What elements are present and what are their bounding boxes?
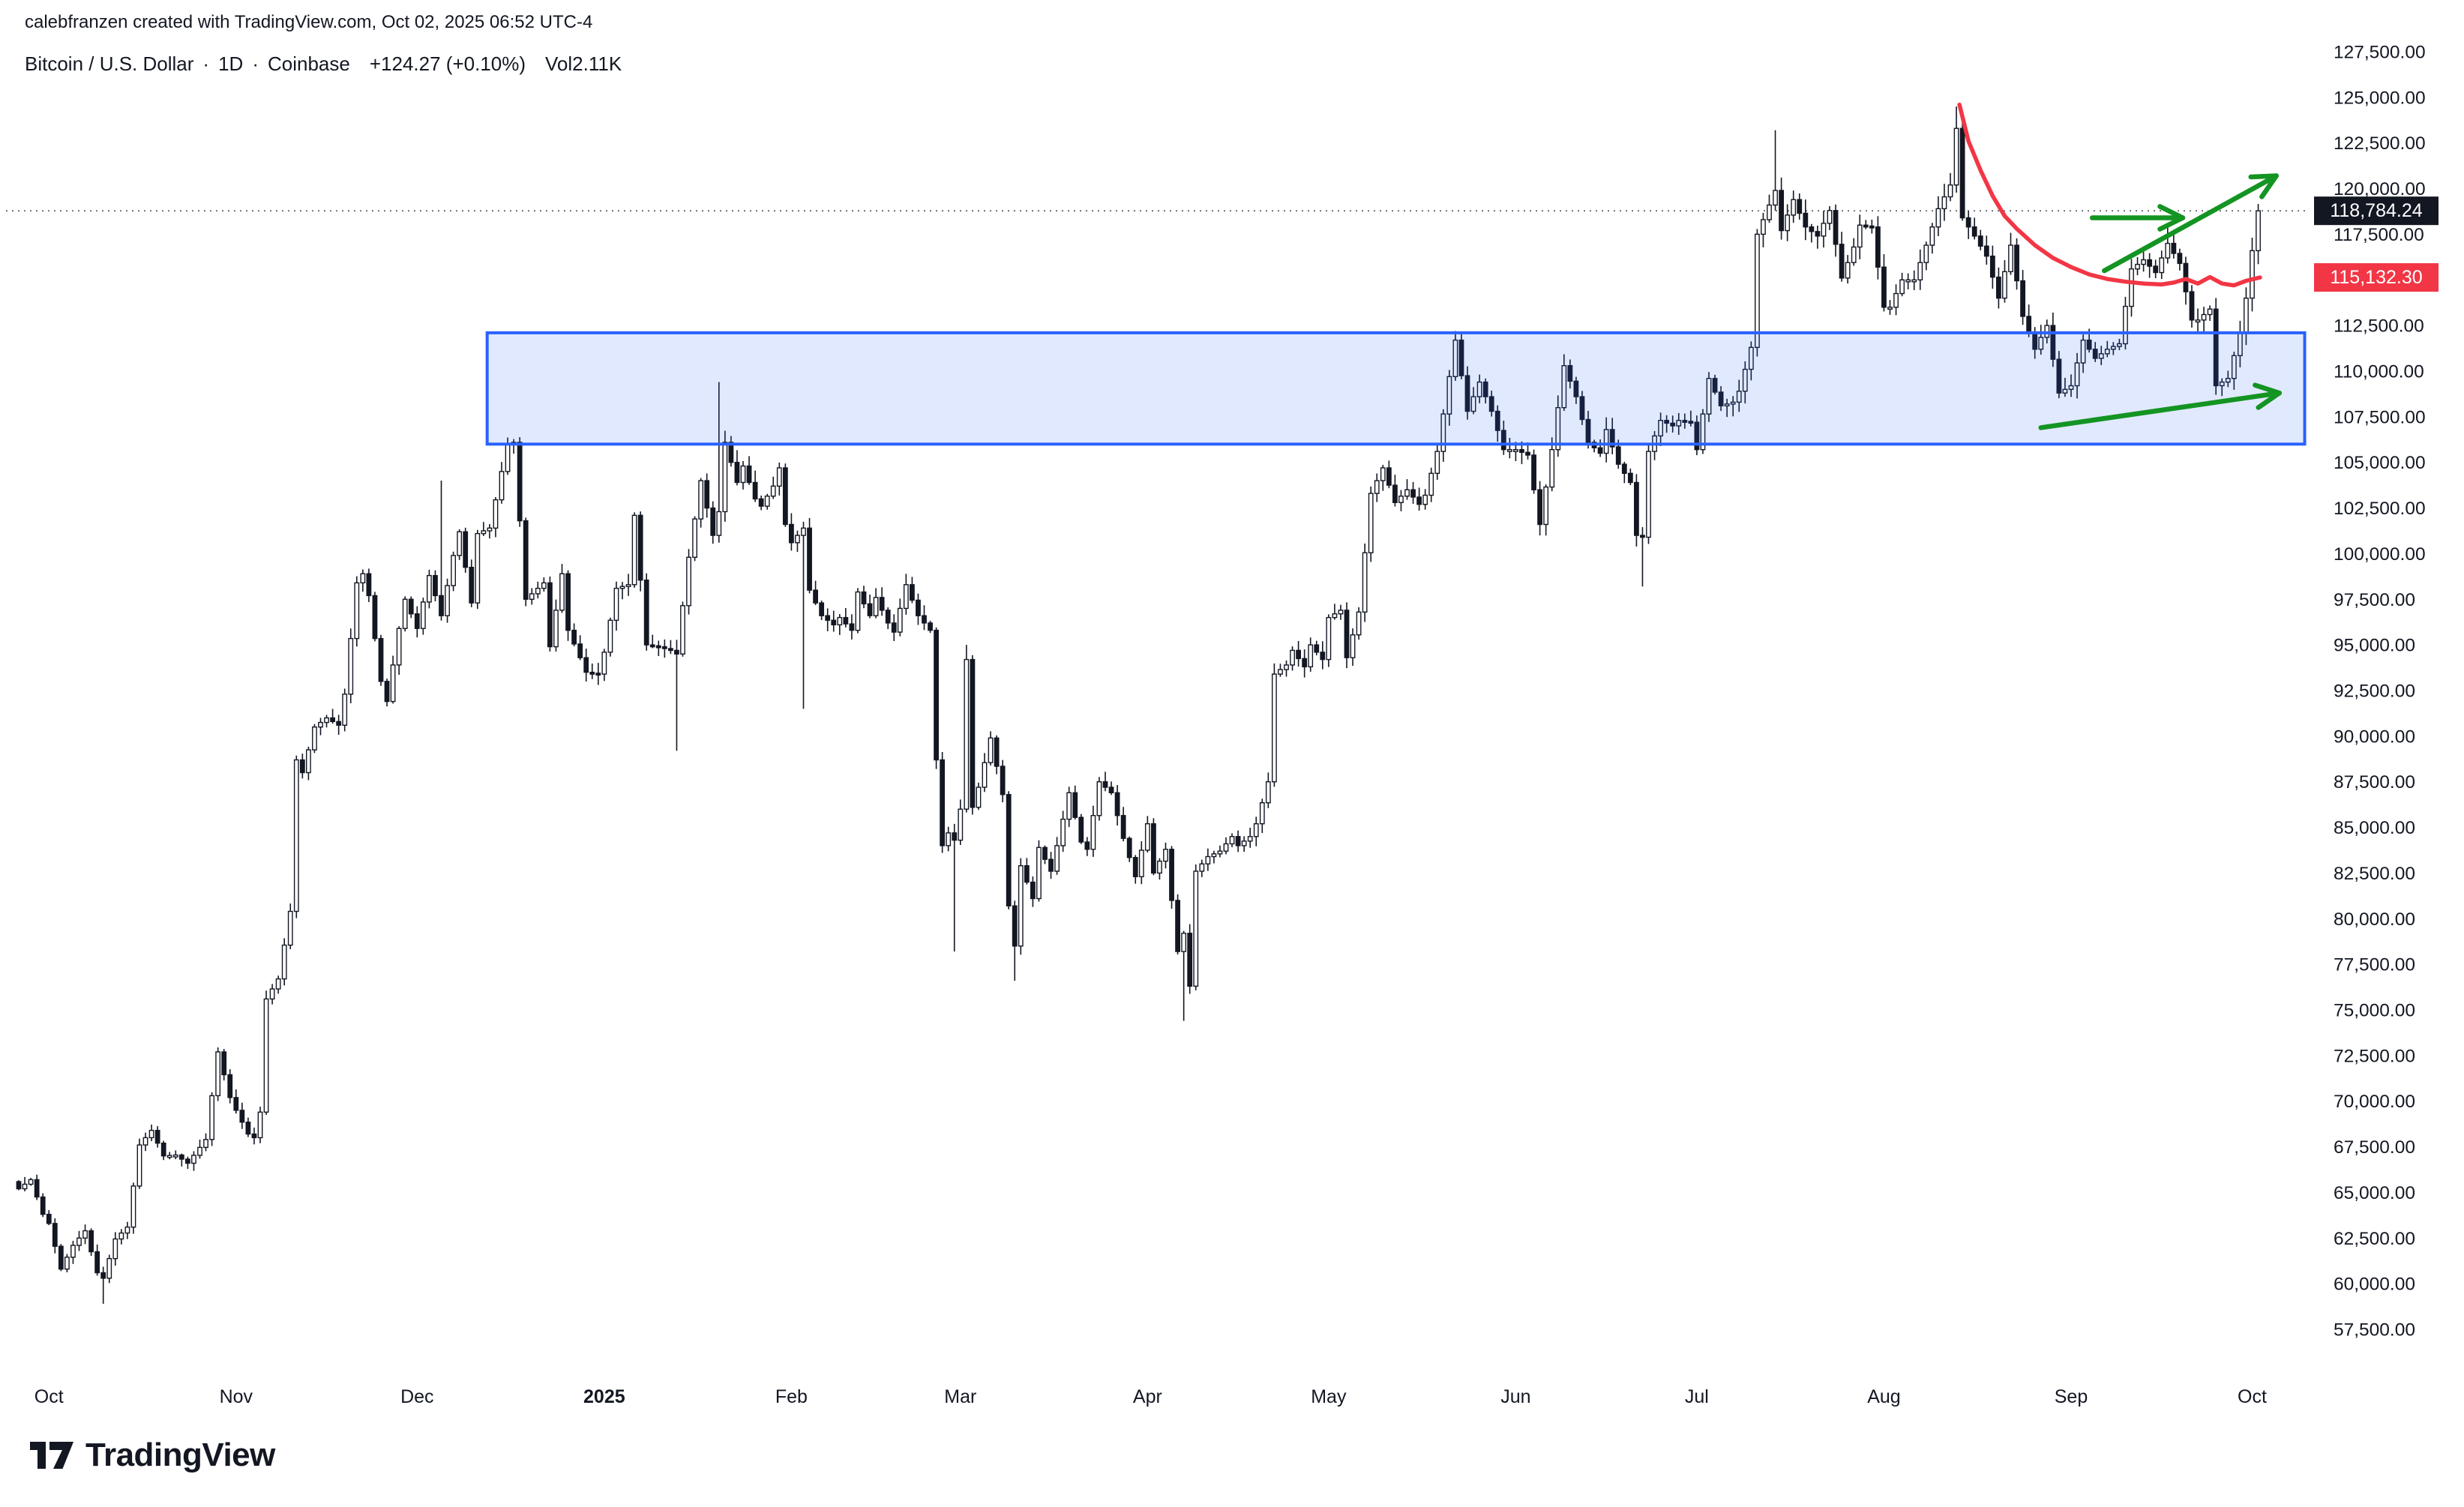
symbol-legend[interactable]: Bitcoin / U.S. Dollar · 1D · Coinbase +124.27… [25, 52, 622, 76]
volume-label: Vol [545, 52, 573, 75]
svg-text:Feb: Feb [775, 1386, 808, 1407]
svg-text:75,000.00: 75,000.00 [2334, 1001, 2415, 1021]
svg-text:87,500.00: 87,500.00 [2334, 772, 2415, 792]
svg-text:95,000.00: 95,000.00 [2334, 636, 2415, 656]
svg-text:57,500.00: 57,500.00 [2334, 1320, 2415, 1341]
svg-text:127,500.00: 127,500.00 [2334, 43, 2426, 63]
candlestick-series [16, 106, 2261, 1304]
svg-text:117,500.00: 117,500.00 [2334, 225, 2424, 245]
symbol-title[interactable]: Bitcoin / U.S. Dollar [25, 52, 194, 75]
svg-text:125,000.00: 125,000.00 [2334, 88, 2426, 108]
svg-text:97,500.00: 97,500.00 [2334, 590, 2415, 610]
svg-text:105,000.00: 105,000.00 [2334, 453, 2426, 473]
svg-text:120,000.00: 120,000.00 [2334, 179, 2426, 199]
svg-text:118,784.24: 118,784.24 [2330, 200, 2422, 221]
svg-text:90,000.00: 90,000.00 [2334, 727, 2415, 747]
legend-separator: · [252, 52, 259, 75]
attribution-text: calebfranzen created with TradingView.co… [25, 12, 593, 32]
svg-text:102,500.00: 102,500.00 [2334, 499, 2426, 519]
svg-text:107,500.00: 107,500.00 [2334, 407, 2426, 427]
last-price-badge: 118,784.24 [2314, 196, 2439, 226]
svg-text:Mar: Mar [944, 1386, 976, 1407]
svg-text:70,000.00: 70,000.00 [2334, 1092, 2415, 1112]
svg-text:Oct: Oct [2238, 1386, 2267, 1407]
ma-price-badge: 115,132.30 [2314, 263, 2439, 292]
green-arrow[interactable] [2089, 204, 2186, 232]
svg-text:Jul: Jul [1685, 1386, 1709, 1407]
svg-text:112,500.00: 112,500.00 [2334, 316, 2424, 337]
green-arrow[interactable] [2102, 173, 2279, 274]
svg-text:65,000.00: 65,000.00 [2334, 1183, 2415, 1203]
time-axis[interactable]: Oct Nov Dec 2025 Feb Mar Apr May Jun Jul Aug Sep Oct [34, 1386, 2267, 1407]
svg-text:72,500.00: 72,500.00 [2334, 1046, 2415, 1066]
svg-text:82,500.00: 82,500.00 [2334, 864, 2415, 884]
svg-text:Dec: Dec [400, 1386, 433, 1407]
svg-text:Jun: Jun [1500, 1386, 1530, 1407]
svg-text:110,000.00: 110,000.00 [2334, 362, 2424, 382]
svg-text:77,500.00: 77,500.00 [2334, 955, 2415, 975]
svg-text:62,500.00: 62,500.00 [2334, 1229, 2415, 1249]
green-arrow[interactable] [2038, 382, 2282, 430]
svg-text:67,500.00: 67,500.00 [2334, 1137, 2415, 1158]
svg-text:Aug: Aug [1867, 1386, 1900, 1407]
svg-text:Oct: Oct [34, 1386, 64, 1407]
svg-text:85,000.00: 85,000.00 [2334, 818, 2415, 838]
interval-label[interactable]: 1D [218, 52, 244, 75]
exchange-label[interactable]: Coinbase [268, 52, 350, 75]
volume-value: 2.11K [572, 52, 622, 75]
tradingview-logo-icon [30, 1442, 73, 1469]
legend-separator: · [202, 52, 210, 75]
svg-text:122,500.00: 122,500.00 [2334, 133, 2426, 154]
svg-text:115,132.30: 115,132.30 [2330, 267, 2422, 288]
svg-text:Apr: Apr [1133, 1386, 1162, 1407]
svg-text:60,000.00: 60,000.00 [2334, 1275, 2415, 1295]
tradingview-logo-text: TradingView [85, 1437, 275, 1473]
price-axis[interactable]: 127,500.00 125,000.00 122,500.00 120,000.00… [2334, 43, 2426, 1341]
svg-text:80,000.00: 80,000.00 [2334, 909, 2415, 930]
svg-text:Nov: Nov [220, 1386, 253, 1407]
price-change-label: +124.27 (+0.10%) [369, 52, 526, 75]
svg-text:2025: 2025 [583, 1386, 625, 1407]
svg-text:100,000.00: 100,000.00 [2334, 544, 2426, 565]
red-ma-curve[interactable] [1957, 102, 2262, 288]
tradingview-logo[interactable]: TradingView [30, 1437, 275, 1474]
svg-text:92,500.00: 92,500.00 [2334, 682, 2415, 702]
svg-text:May: May [1311, 1386, 1347, 1407]
blue-zone-box[interactable] [485, 331, 2307, 446]
svg-text:Sep: Sep [2055, 1386, 2088, 1407]
